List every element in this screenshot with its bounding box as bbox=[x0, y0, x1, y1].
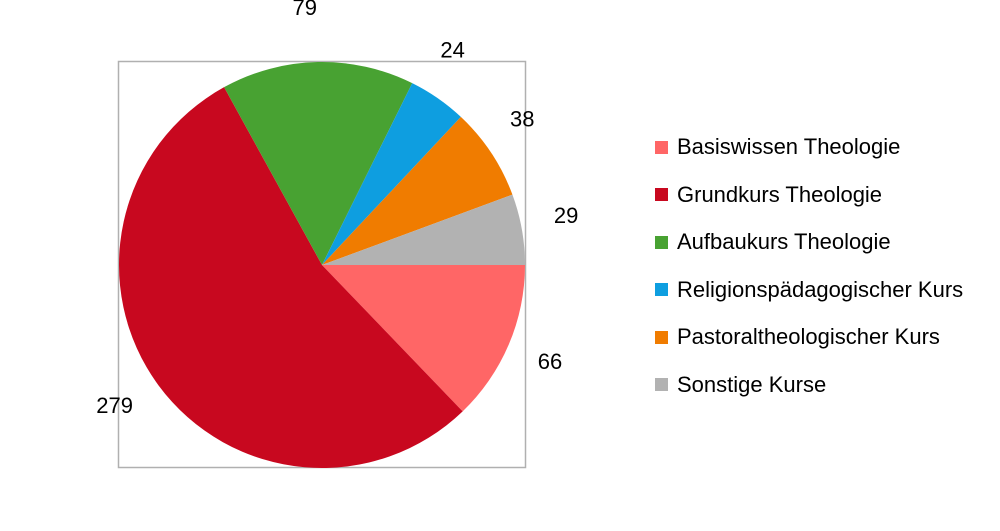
legend-label: Grundkurs Theologie bbox=[677, 181, 883, 207]
legend-item-sonstige: Sonstige Kurse bbox=[655, 370, 963, 400]
legend-swatch bbox=[655, 330, 668, 344]
legend-item-aufbaukurs: Aufbaukurs Theologie bbox=[655, 227, 963, 257]
data-label-pastoraltheologisch: 38 bbox=[510, 107, 534, 132]
legend-item-religionspaedagogisch: Religionspädagogischer Kurs bbox=[655, 275, 963, 305]
slice-grundkurs bbox=[118, 87, 463, 469]
slice-religionspaedagogisch bbox=[322, 83, 461, 266]
data-label-religionspaedagogisch: 24 bbox=[440, 38, 464, 63]
legend-label: Basiswissen Theologie bbox=[677, 134, 901, 159]
data-label-grundkurs: 279 bbox=[96, 393, 133, 418]
data-label-basiswissen: 66 bbox=[538, 349, 562, 374]
pie-data-labels: 66 279 79 24 38 29 bbox=[96, 0, 578, 418]
legend-label: Sonstige Kurse bbox=[677, 371, 827, 397]
slice-pastoraltheologisch bbox=[322, 116, 513, 266]
slice-aufbaukurs bbox=[224, 62, 413, 265]
slice-sonstige bbox=[322, 194, 525, 265]
data-label-aufbaukurs: 79 bbox=[292, 0, 316, 20]
pie-slices bbox=[118, 62, 525, 469]
legend-swatch bbox=[655, 188, 668, 201]
legend-item-grundkurs: Grundkurs Theologie bbox=[655, 180, 963, 210]
legend-swatch bbox=[655, 378, 668, 391]
legend-item-basiswissen: Basiswissen Theologie bbox=[655, 132, 963, 162]
slice-basiswissen bbox=[322, 265, 525, 412]
legend-swatch bbox=[655, 283, 668, 296]
legend-label: Pastoraltheologischer Kurs bbox=[677, 324, 940, 349]
data-label-sonstige: 29 bbox=[554, 203, 578, 228]
legend-item-pastoraltheologisch: Pastoraltheologischer Kurs bbox=[655, 322, 963, 352]
legend-label: Aufbaukurs Theologie bbox=[677, 229, 891, 254]
legend-swatch bbox=[655, 235, 668, 249]
legend-label: Religionspädagogischer Kurs bbox=[677, 276, 964, 302]
legend-swatch bbox=[655, 140, 668, 154]
legend: Basiswissen Theologie Grundkurs Theologi… bbox=[655, 132, 963, 417]
